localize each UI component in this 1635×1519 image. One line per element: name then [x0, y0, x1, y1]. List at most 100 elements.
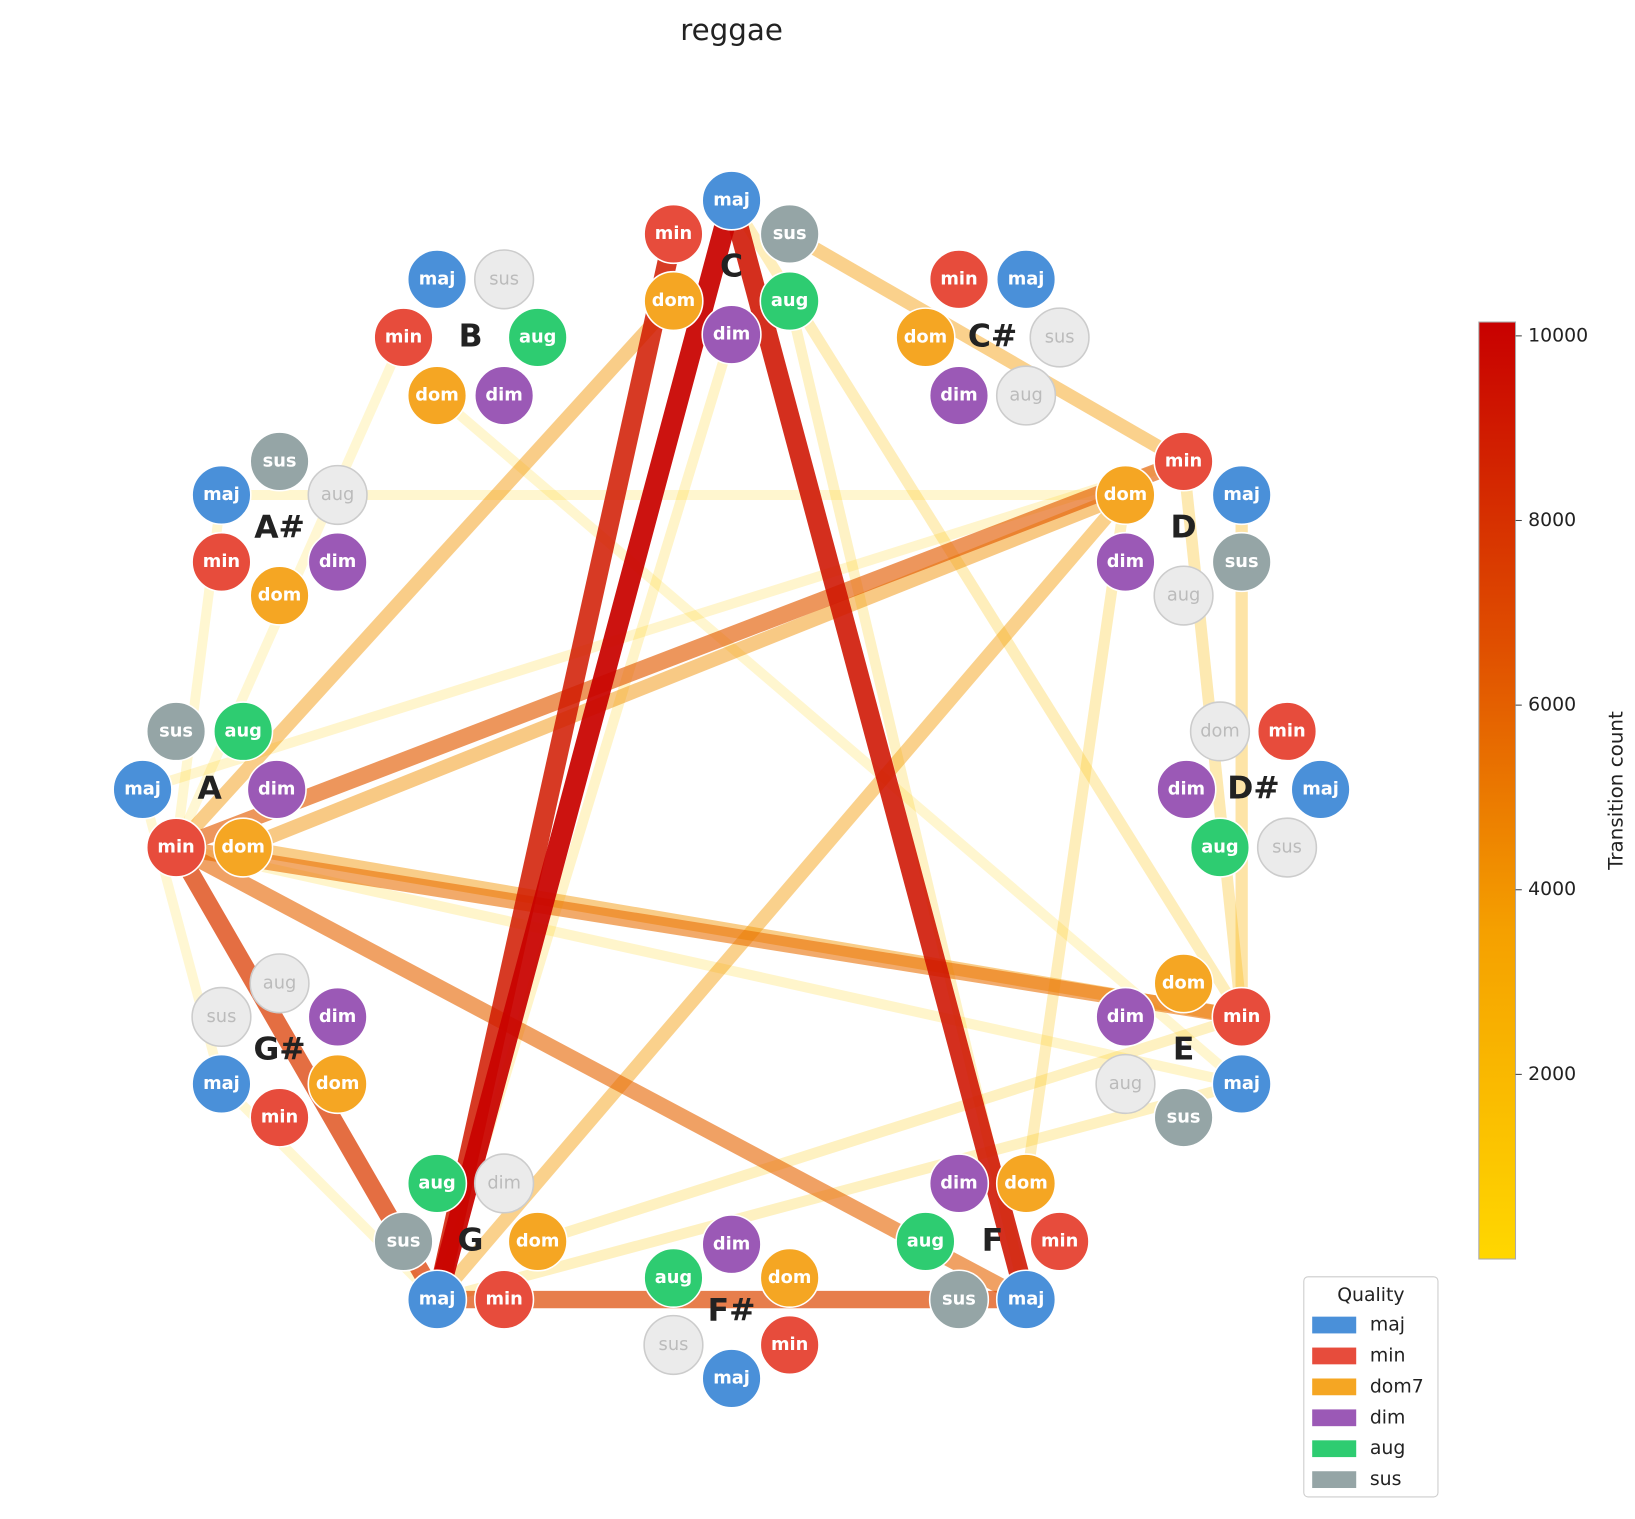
- edge: [173, 453, 1187, 856]
- chord-node: [191, 1053, 252, 1115]
- chord-node: [701, 1348, 762, 1409]
- chord-node: [406, 249, 468, 310]
- chord-node-label: min: [157, 837, 194, 858]
- chord-node: [213, 701, 274, 762]
- chord-node: [759, 1247, 820, 1309]
- chord-node-label: min: [385, 326, 422, 347]
- chord-node: [1095, 531, 1156, 593]
- colorbar: [1478, 321, 1517, 1260]
- chord-node: [1153, 953, 1214, 1014]
- chord-node: [928, 249, 990, 310]
- legend-entries: maj min dom7 dim aug sus: [1312, 1314, 1424, 1490]
- chord-node: [473, 365, 535, 426]
- chord-node: [1156, 759, 1217, 820]
- legend-label: min: [1370, 1344, 1406, 1366]
- chord-node-label: dim: [1107, 551, 1144, 572]
- chord-node: [895, 307, 956, 368]
- chord-node: [406, 1153, 468, 1214]
- root-label: F#: [708, 1292, 756, 1328]
- legend-swatch: [1312, 1378, 1357, 1396]
- root-label: G#: [253, 1031, 305, 1067]
- chord-node-label: sus: [207, 1006, 237, 1027]
- chord-node-label: sus: [659, 1334, 689, 1355]
- chord-node: [1189, 701, 1251, 762]
- legend-swatch: [1312, 1409, 1357, 1427]
- chord-node-label: min: [940, 268, 977, 289]
- chord-node-label: maj: [419, 1289, 456, 1310]
- chord-node: [1211, 1053, 1272, 1115]
- chord-node-label: maj: [1008, 1289, 1045, 1310]
- chord-node: [759, 270, 820, 332]
- chord-node-label: min: [771, 1334, 808, 1355]
- chord-node: [895, 1211, 956, 1272]
- legend-swatch: [1312, 1316, 1357, 1334]
- chord-node-label: dim: [487, 1172, 521, 1193]
- chord-node-label: dom: [221, 837, 265, 858]
- chord-node-label: dom: [1004, 1172, 1048, 1193]
- chord-node-label: maj: [1223, 1073, 1260, 1094]
- chord-node: [373, 307, 434, 368]
- edge: [726, 197, 1247, 1020]
- chord-node: [1189, 817, 1251, 878]
- chord-node-label: dim: [713, 1233, 750, 1254]
- chord-node-label: sus: [489, 268, 519, 289]
- chord-node: [145, 701, 207, 762]
- chord-node-label: sus: [1272, 837, 1302, 858]
- legend-title: Quality: [1337, 1284, 1404, 1306]
- chord-node-label: maj: [203, 1073, 240, 1094]
- chord-node: [507, 307, 568, 368]
- colorbar-tick-label: 10000: [1528, 324, 1588, 346]
- chord-node-label: dom: [415, 385, 459, 406]
- chord-node: [1095, 464, 1156, 526]
- chord-node-label: aug: [263, 972, 296, 993]
- chord-node-label: maj: [713, 189, 750, 210]
- chord-node: [995, 1153, 1057, 1214]
- edge: [240, 488, 1129, 855]
- legend-label: dom7: [1370, 1375, 1424, 1397]
- chord-node: [249, 1087, 310, 1148]
- edge: [1020, 494, 1131, 1185]
- root-label: A: [197, 770, 222, 806]
- chord-node-label: sus: [1167, 1107, 1201, 1128]
- chord-node: [1153, 1087, 1214, 1148]
- chord-node: [307, 464, 368, 526]
- chord-node: [406, 365, 468, 426]
- chord-node: [928, 365, 990, 426]
- chord-node-label: dim: [940, 385, 977, 406]
- chord-node-label: aug: [519, 326, 556, 347]
- chord-node: [1211, 986, 1272, 1048]
- chord-node: [191, 531, 252, 593]
- legend-label: aug: [1370, 1437, 1405, 1459]
- chord-node-label: dom: [1162, 972, 1206, 993]
- chord-node-label: min: [1041, 1230, 1078, 1251]
- chord-node-label: sus: [1225, 551, 1259, 572]
- chord-node: [1256, 817, 1318, 878]
- colorbar-tick-label: 4000: [1528, 878, 1576, 900]
- chord-node: [1029, 1211, 1090, 1272]
- chord-node: [213, 817, 274, 878]
- chord-node-label: dom: [652, 290, 696, 311]
- chord-node: [145, 817, 207, 878]
- chord-node: [373, 1211, 434, 1272]
- chord-node-label: sus: [263, 450, 297, 471]
- root-label: D: [1171, 509, 1197, 545]
- chord-node-label: aug: [418, 1172, 455, 1193]
- chord-node: [246, 759, 307, 820]
- chord-node-label: dim: [940, 1172, 977, 1193]
- chord-node-label: dom: [904, 326, 948, 347]
- root-label: G: [458, 1222, 484, 1258]
- chord-node-label: aug: [224, 720, 261, 741]
- chord-node-label: maj: [713, 1367, 750, 1388]
- edge: [431, 490, 1131, 1305]
- legend-swatch: [1312, 1471, 1357, 1489]
- chord-node-label: maj: [124, 778, 161, 799]
- colorbar-tick-label: 2000: [1528, 1063, 1576, 1085]
- chord-node-label: min: [1268, 720, 1305, 741]
- legend-swatch: [1312, 1347, 1357, 1365]
- chord-node-label: aug: [1167, 585, 1200, 606]
- chord-node: [1095, 1053, 1156, 1115]
- colorbar-tick-label: 8000: [1528, 509, 1576, 531]
- legend-swatch: [1312, 1440, 1357, 1458]
- root-label: C: [720, 249, 743, 285]
